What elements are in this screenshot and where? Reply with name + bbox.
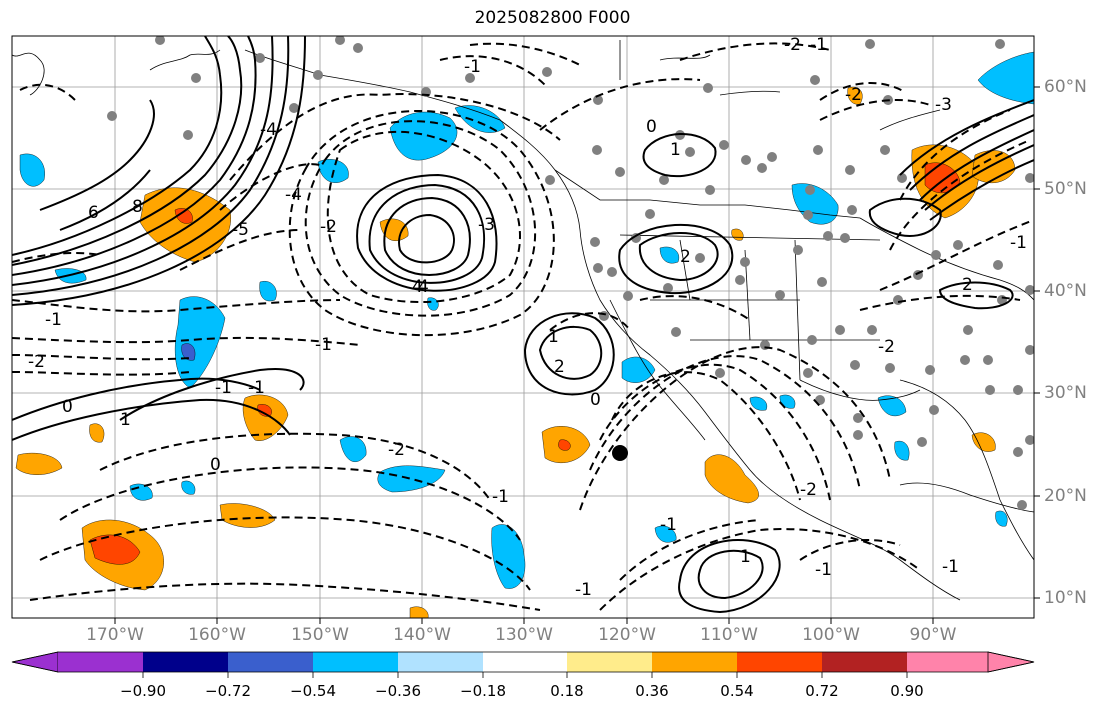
map-background — [12, 36, 1034, 618]
graticule — [12, 36, 1034, 618]
lat-label: 40°N — [1044, 281, 1087, 301]
contour-label: -4 — [285, 185, 302, 205]
lon-label: 130°W — [495, 625, 553, 645]
contour-label: 8 — [132, 197, 143, 217]
lon-label: 150°W — [291, 625, 349, 645]
colorbar-segment — [907, 652, 988, 672]
contour-label: -2 — [784, 35, 801, 55]
colorbar-segment — [483, 652, 567, 672]
colorbar-segment — [228, 652, 313, 672]
contour-label: -1 — [810, 35, 827, 55]
contour-label: -5 — [232, 220, 249, 240]
contour-label: 1 — [548, 327, 559, 347]
lon-label: 110°W — [700, 625, 758, 645]
shaded-positive-regions — [15, 86, 1016, 618]
lat-label: 20°N — [1044, 486, 1087, 506]
lon-label: 140°W — [393, 625, 451, 645]
lat-label: 10°N — [1044, 588, 1087, 608]
colorbar-segment — [313, 652, 398, 672]
colorbar-tick-label: 0.90 — [890, 682, 924, 700]
contour-label: 0 — [62, 397, 73, 417]
contour-label: -2 — [800, 480, 817, 500]
contour-label: -2 — [28, 352, 45, 372]
colorbar-outline — [11, 651, 1035, 673]
colorbar-tick-label: −0.72 — [205, 682, 251, 700]
contour-label: -1 — [315, 335, 332, 355]
colorbar-segment — [567, 652, 652, 672]
contour-label: -2 — [878, 337, 895, 357]
contour-label: 4 — [418, 277, 429, 297]
marker-point — [612, 445, 628, 461]
colorbar-tick-label: −0.54 — [290, 682, 336, 700]
contour-label: -4 — [260, 120, 277, 140]
lat-label: 50°N — [1044, 179, 1087, 199]
colorbar-segment — [737, 652, 822, 672]
contour-label: 2 — [680, 247, 691, 267]
colorbar-tick-label: 0.54 — [720, 682, 754, 700]
lon-label: 160°W — [188, 625, 246, 645]
map-title: 2025082800 F000 — [474, 8, 631, 28]
lat-label: 30°N — [1044, 383, 1087, 403]
colorbar-tick-label: −0.36 — [375, 682, 421, 700]
lon-label: 90°W — [909, 625, 957, 645]
contour-label: -3 — [935, 95, 952, 115]
contour-label: -3 — [478, 215, 495, 235]
contour-label: 0 — [646, 117, 657, 137]
contour-label: 0 — [210, 455, 221, 475]
contour-label: -2 — [388, 440, 405, 460]
contour-label: -1 — [942, 557, 959, 577]
colorbar — [11, 651, 1035, 678]
contour-labels: -1 -2 -1 1 0 1 -1 2 -2 0 4 -2 -1 0 1 -1 … — [28, 35, 1027, 600]
contour-label: 2 — [962, 275, 973, 295]
colorbar-segment — [822, 652, 907, 672]
colorbar-segment — [398, 652, 483, 672]
contour-label: -1 — [248, 378, 265, 398]
contour-label: -2 — [320, 217, 337, 237]
colorbar-segment — [58, 652, 143, 672]
contour-label: 1 — [670, 140, 681, 160]
coastlines — [12, 40, 1034, 601]
lon-label: 170°W — [86, 625, 144, 645]
contour-label: -1 — [492, 487, 509, 507]
lat-label: 60°N — [1044, 77, 1087, 97]
solid-contours — [12, 36, 1034, 614]
dashed-contours — [12, 42, 1034, 611]
contour-label: -1 — [660, 515, 677, 535]
contour-label: -1 — [215, 378, 232, 398]
contour-label: -1 — [815, 560, 832, 580]
lon-label: 100°W — [802, 625, 860, 645]
contour-label: 2 — [554, 357, 565, 377]
colorbar-tick-label: −0.90 — [120, 682, 166, 700]
colorbar-tick-label: 0.36 — [635, 682, 669, 700]
contour-label: 0 — [590, 390, 601, 410]
colorbar-segment-extend-low — [11, 651, 59, 673]
lon-label: 120°W — [598, 625, 656, 645]
colorbar-segment-extend-high — [987, 651, 1035, 673]
colorbar-segment — [143, 652, 228, 672]
contour-label: -1 — [575, 580, 592, 600]
colorbar-segment — [652, 652, 737, 672]
map-frame — [11, 35, 1035, 619]
axis-ticks — [114, 86, 1040, 624]
contour-label: 1 — [740, 547, 751, 567]
contour-label: -1 — [45, 310, 62, 330]
contour-label: -1 — [1010, 233, 1027, 253]
contour-label: 1 — [120, 410, 131, 430]
contour-label: -2 — [845, 85, 862, 105]
colorbar-tick-label: 0.72 — [805, 682, 839, 700]
contour-label: -1 — [464, 57, 481, 77]
contour-label: 4 — [412, 277, 423, 297]
contour-label: 6 — [88, 203, 99, 223]
colorbar-tick-label: −0.18 — [460, 682, 506, 700]
colorbar-tick-label: 0.18 — [550, 682, 584, 700]
